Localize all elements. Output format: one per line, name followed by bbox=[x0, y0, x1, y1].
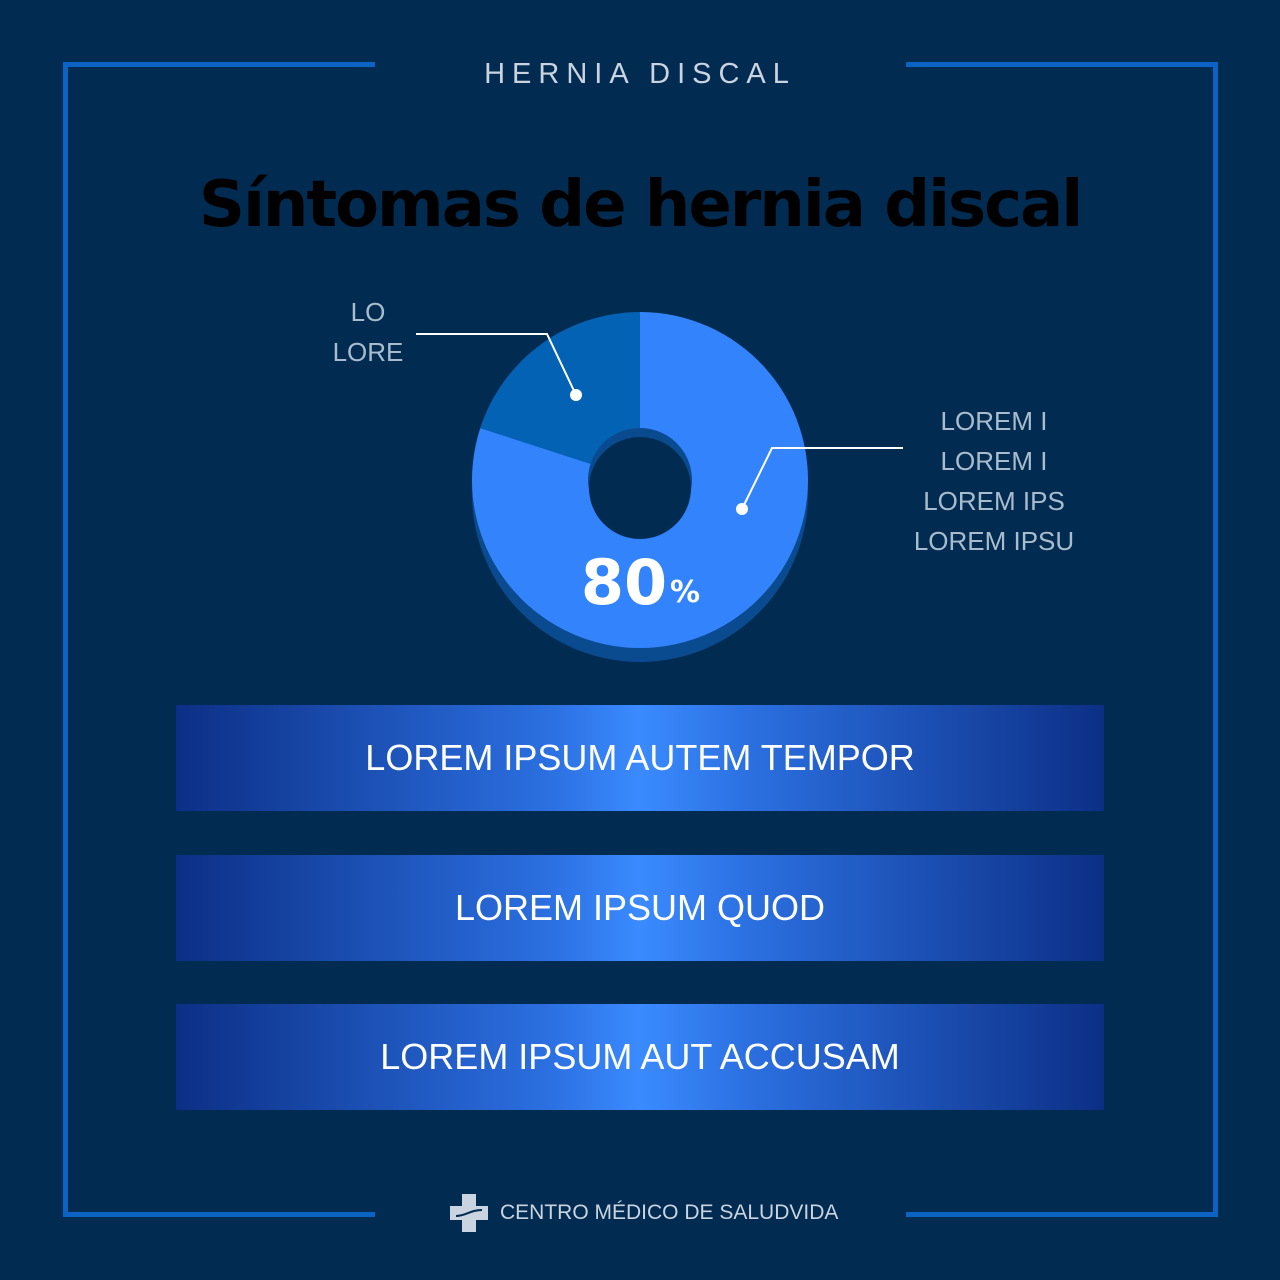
label-line: LOREM I bbox=[940, 446, 1048, 476]
symptom-bar-1: LOREM IPSUM AUTEM TEMPOR bbox=[176, 705, 1104, 811]
label-left: LO LORE bbox=[318, 292, 418, 372]
medical-cross-icon bbox=[450, 1194, 488, 1232]
data-label: 80 bbox=[581, 546, 667, 619]
donut-chart: 80 % bbox=[416, 312, 903, 662]
label-line: LO bbox=[350, 297, 386, 327]
frame-bottom-right bbox=[906, 1212, 1218, 1217]
frame-bottom-left bbox=[63, 1212, 375, 1217]
frame-right bbox=[1213, 62, 1218, 1217]
footer: CENTRO MÉDICO DE SALUDVIDA bbox=[448, 1192, 838, 1234]
donut-hole bbox=[589, 437, 691, 539]
symptom-bar-3: LOREM IPSUM AUT ACCUSAM bbox=[176, 1004, 1104, 1110]
frame-top-right bbox=[906, 62, 1218, 67]
label-line: LOREM IPS bbox=[923, 486, 1065, 516]
label-line: LORE bbox=[332, 337, 404, 367]
frame-left bbox=[63, 62, 68, 1217]
donut-slice-2 bbox=[480, 312, 640, 464]
data-label-unit: % bbox=[670, 575, 700, 610]
leader-line-left bbox=[416, 333, 577, 396]
label-line: LOREM IPSU bbox=[913, 526, 1075, 556]
footer-brand: CENTRO MÉDICO DE SALUDVIDA bbox=[500, 1201, 839, 1224]
page-title: Síntomas de hernia discal bbox=[198, 168, 1083, 242]
donut-slice-1 bbox=[472, 312, 808, 648]
label-line: LOREM I bbox=[940, 406, 1048, 436]
symptom-bar-2: LOREM IPSUM QUOD bbox=[176, 855, 1104, 961]
kicker: HERNIA DISCAL bbox=[484, 58, 796, 90]
leader-line-right bbox=[741, 447, 903, 510]
label-right: LOREM I LOREM I LOREM IPS LOREM IPSU bbox=[894, 401, 1094, 561]
frame-top-left bbox=[63, 62, 375, 67]
leader-dot-left bbox=[570, 389, 582, 401]
leader-dot-right bbox=[736, 503, 748, 515]
